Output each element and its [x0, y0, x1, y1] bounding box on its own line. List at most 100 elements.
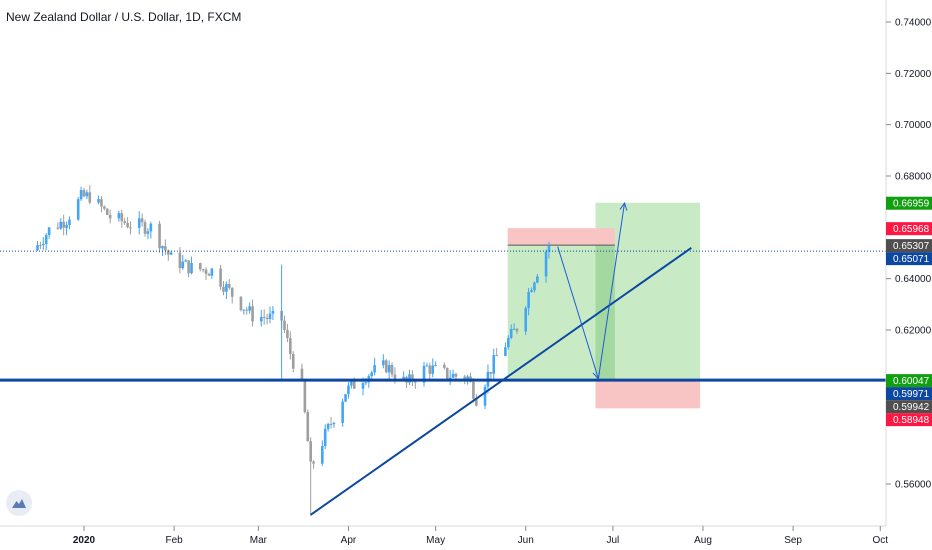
long-stop-zone[interactable] [595, 380, 701, 409]
price-tick-label: 0.62000 [895, 326, 932, 337]
candle-body [65, 224, 68, 228]
candle-body [184, 260, 188, 262]
candle-body [506, 338, 510, 348]
candle-body [402, 376, 405, 379]
candle-body [210, 268, 214, 276]
time-tick-label: May [426, 535, 445, 546]
candle-body [326, 423, 330, 429]
time-tick-label: Mar [250, 535, 268, 546]
time-tick-label: Sep [784, 535, 802, 546]
candle-body [512, 328, 516, 330]
candle-body [341, 401, 344, 423]
candle-body [265, 317, 269, 319]
trend-line[interactable] [310, 247, 692, 516]
candle-body [364, 382, 368, 384]
candle-body [76, 199, 80, 220]
candle-body [370, 372, 374, 377]
candle-body [68, 219, 71, 225]
candle-body [463, 376, 466, 381]
candle-body [382, 360, 385, 366]
price-tag [886, 387, 932, 401]
price-tag [886, 374, 932, 388]
price-tag-label: 0.60047 [893, 376, 930, 387]
candle-body [79, 190, 83, 200]
candle-body [169, 252, 173, 255]
price-tag-label: 0.65968 [893, 224, 930, 235]
candle-body [428, 365, 432, 374]
price-tick-label: 0.70000 [895, 120, 932, 131]
candle-body [384, 360, 388, 373]
candle-body [306, 411, 310, 442]
candle-body [475, 398, 478, 406]
candle-body [97, 199, 100, 203]
price-tag-label: 0.59971 [893, 389, 930, 400]
candle-body [489, 371, 493, 374]
candle-body [123, 221, 126, 223]
candle-body [146, 231, 150, 234]
candle-body [544, 251, 548, 277]
candle-body [88, 192, 92, 203]
candle-body [443, 364, 446, 368]
candle-body [492, 355, 496, 374]
candle-body [161, 246, 164, 249]
candle-body [222, 286, 225, 292]
candle-body [42, 243, 45, 246]
candle-body [332, 422, 336, 425]
candle-body [300, 368, 304, 381]
time-tick-label: Oct [872, 535, 888, 546]
candle-body [373, 365, 376, 373]
candle-body [225, 284, 228, 292]
candle-body [85, 192, 89, 197]
candle-body [120, 213, 124, 222]
time-tick-label: 2020 [73, 535, 96, 546]
candle-body [547, 245, 551, 252]
short-stop-zone[interactable] [507, 228, 615, 246]
drawing-overlays[interactable] [0, 201, 886, 516]
candle-body [103, 206, 106, 209]
candle-body [204, 269, 208, 274]
candle-body [228, 284, 231, 288]
candle-body [36, 245, 39, 251]
time-tick-label: Feb [165, 535, 183, 546]
candle-body [530, 290, 533, 293]
candle-body [422, 365, 426, 383]
candle-body [289, 338, 292, 354]
candle-body [321, 446, 324, 464]
candle-body [527, 292, 530, 309]
candle-body [187, 260, 190, 274]
arrow-head-icon [592, 370, 601, 380]
zone-overlap [595, 245, 615, 381]
price-tag [886, 239, 932, 253]
candle-body [248, 306, 251, 311]
candle-body [271, 310, 275, 314]
position-zones[interactable] [507, 202, 701, 409]
candle-body [105, 208, 109, 215]
time-axis[interactable]: 2020 Feb Mar Apr May Jun Jul Aug Sep Oct [73, 526, 888, 546]
price-tick-label: 0.56000 [895, 480, 932, 491]
candle-body [329, 423, 333, 425]
candle-body [483, 386, 487, 406]
price-tick-label: 0.72000 [895, 69, 932, 80]
tradingview-logo-icon[interactable] [6, 490, 32, 516]
candle-body [242, 309, 246, 311]
candle-body [466, 376, 469, 381]
candle-body [56, 227, 60, 229]
candle-body [158, 223, 161, 249]
candle-body [390, 365, 394, 375]
price-tag-label: 0.65071 [893, 254, 930, 265]
candle-body [495, 355, 498, 357]
candle-body [100, 199, 103, 207]
candle-body [245, 309, 249, 311]
candlestick-series [36, 185, 551, 517]
candle-body [198, 263, 202, 270]
price-axis[interactable]: 0.74000 0.72000 0.70000 0.68000 0.64000 0.620… [886, 18, 932, 491]
price-tag-label: 0.58948 [893, 415, 930, 426]
candle-body [201, 269, 205, 271]
candle-body [239, 296, 243, 311]
mountain-icon [12, 499, 26, 508]
candle-body [344, 394, 347, 402]
candle-body [425, 365, 429, 367]
candle-body [178, 252, 182, 269]
price-tag [886, 400, 932, 414]
